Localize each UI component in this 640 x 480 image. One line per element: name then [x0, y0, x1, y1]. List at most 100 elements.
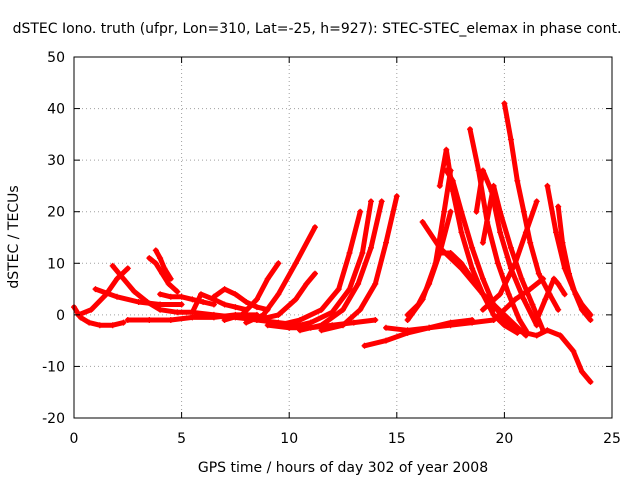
data-point: [157, 301, 164, 308]
data-point: [522, 229, 529, 236]
series-line: [491, 276, 546, 323]
series-line: [544, 183, 593, 318]
data-point: [533, 317, 540, 323]
data-point: [253, 296, 260, 303]
data-point: [307, 319, 314, 326]
data-point: [469, 265, 476, 272]
data-point: [114, 293, 120, 300]
data-point: [393, 193, 400, 200]
series-line: [443, 168, 518, 333]
data-point: [561, 291, 568, 298]
data-point: [497, 291, 504, 298]
series-line: [383, 317, 497, 333]
data-point: [447, 208, 454, 215]
data-point: [167, 275, 174, 282]
data-point: [264, 322, 271, 329]
data-point: [436, 244, 443, 251]
data-point: [297, 327, 303, 334]
data-point: [458, 229, 465, 236]
data-point: [340, 306, 346, 313]
data-point: [275, 291, 282, 298]
data-point: [544, 182, 551, 189]
series-18: [297, 198, 385, 334]
data-point: [221, 286, 228, 293]
data-point: [527, 239, 534, 246]
y-axis-label: dSTEC / TECUs: [6, 185, 22, 288]
series-16: [275, 208, 364, 329]
data-point: [152, 247, 159, 254]
data-point: [449, 177, 456, 184]
data-point: [198, 291, 204, 298]
data-point: [329, 309, 336, 316]
data-point: [587, 317, 594, 323]
data-point: [243, 319, 250, 326]
data-point: [135, 299, 142, 305]
data-point: [535, 270, 542, 277]
series-line: [153, 247, 174, 282]
data-point: [335, 286, 342, 293]
chart-title: dSTEC Iono. truth (ufpr, Lon=310, Lat=-2…: [13, 21, 622, 37]
series-line: [297, 198, 385, 333]
series-33: [490, 275, 547, 323]
data-point: [86, 319, 93, 326]
data-point: [88, 306, 95, 313]
data-point: [131, 288, 138, 295]
y-tick-label: 20: [47, 205, 65, 221]
data-point: [232, 291, 239, 298]
data-point: [200, 299, 207, 305]
y-tick-label: 0: [56, 308, 65, 324]
data-point: [159, 270, 166, 277]
data-point: [157, 306, 164, 313]
series-37: [555, 203, 594, 323]
x-tick-label: 0: [70, 431, 79, 447]
data-point: [404, 317, 411, 323]
data-point: [436, 182, 443, 189]
y-tick-label: -20: [42, 411, 65, 427]
data-point: [404, 327, 411, 334]
data-point: [479, 239, 486, 246]
data-point: [566, 270, 572, 277]
series-line: [275, 209, 363, 328]
y-tick-label: 40: [47, 102, 65, 118]
data-point: [378, 198, 385, 205]
data-point: [572, 291, 579, 298]
data-point: [432, 260, 439, 267]
data-point: [275, 260, 282, 267]
data-point: [346, 286, 353, 293]
data-point: [275, 311, 282, 318]
x-tick-label: 25: [603, 431, 621, 447]
data-point: [189, 296, 196, 303]
series-5: [146, 255, 181, 295]
data-point: [518, 275, 525, 282]
series-21: [383, 317, 497, 334]
data-point: [469, 275, 476, 282]
series-23: [404, 167, 454, 323]
data-point: [318, 327, 325, 334]
data-point: [372, 317, 379, 323]
data-point: [426, 324, 433, 331]
x-axis-label: GPS time / hours of day 302 of year 2008: [198, 460, 488, 476]
data-point: [297, 317, 303, 323]
data-point: [458, 208, 465, 215]
data-point: [368, 244, 374, 251]
data-point: [514, 177, 521, 184]
data-point: [318, 306, 325, 313]
data-point: [167, 317, 174, 323]
data-point: [383, 324, 389, 331]
data-point: [587, 378, 594, 385]
data-point: [357, 208, 364, 215]
data-point: [346, 250, 353, 256]
data-point: [544, 327, 551, 334]
data-point: [578, 368, 585, 375]
data-point: [447, 322, 454, 329]
data-point: [109, 262, 116, 269]
data-point: [292, 296, 299, 303]
data-point: [436, 250, 443, 256]
data-point: [512, 296, 519, 303]
data-point: [318, 322, 325, 329]
data-point: [312, 224, 318, 231]
data-point: [443, 146, 450, 153]
data-point: [559, 239, 566, 246]
data-point: [458, 260, 465, 267]
